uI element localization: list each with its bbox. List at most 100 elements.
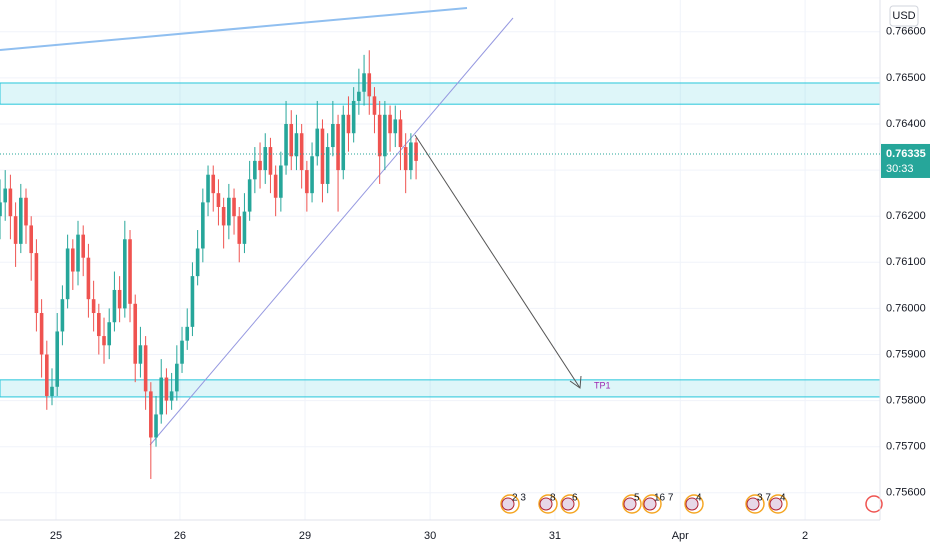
candle-body — [362, 73, 366, 92]
candle-body — [393, 119, 398, 134]
candle-body — [112, 289, 117, 323]
candle-body — [8, 188, 13, 217]
candle-body — [331, 124, 335, 148]
candle-body — [19, 197, 23, 244]
y-tick-label: 0.75600 — [886, 487, 926, 499]
event-flag — [561, 497, 575, 511]
candle-body — [76, 234, 80, 272]
countdown: 30:33 — [886, 163, 914, 175]
event-count: 5 — [634, 493, 640, 504]
y-tick-label: 0.76100 — [886, 256, 926, 268]
x-tick-label: Apr — [672, 530, 689, 542]
candle-body — [164, 377, 169, 401]
candle-body — [227, 197, 231, 226]
candle-body — [195, 248, 200, 277]
y-tick-label: 0.76600 — [886, 26, 926, 38]
candle-body — [398, 119, 403, 148]
candle-body — [310, 156, 314, 194]
candle-body — [403, 147, 408, 171]
candle-body — [409, 142, 413, 171]
event-flag — [501, 497, 515, 511]
x-tick-label: 29 — [299, 530, 311, 542]
candle-body — [39, 313, 44, 355]
event-count: 6 — [572, 493, 578, 504]
event-icon — [865, 495, 883, 513]
candle-body — [341, 114, 346, 171]
candle-body — [263, 147, 268, 171]
candle-body — [185, 326, 190, 341]
arrow-head — [569, 375, 582, 389]
last-price-label: 0.76335 — [886, 148, 926, 160]
trend-line — [149, 17, 514, 446]
events: 2 3 8 6 5 16 7 4 3 7 4 — [500, 493, 883, 514]
trend-line — [0, 7, 468, 51]
y-tick-label: 0.76500 — [886, 72, 926, 84]
candle-body — [206, 174, 210, 203]
candle-body — [123, 239, 127, 309]
candle-body — [60, 299, 65, 332]
candle-body — [388, 114, 392, 134]
candle-body — [320, 128, 325, 184]
event-flag — [539, 497, 553, 511]
candle-body — [305, 170, 309, 194]
candle-body — [102, 336, 106, 346]
candle-body — [372, 96, 377, 115]
event-count: 8 — [550, 493, 556, 504]
event-count: 16 7 — [654, 493, 674, 504]
candle-body — [201, 202, 205, 249]
currency-box[interactable] — [889, 5, 919, 27]
candle-body — [325, 147, 330, 184]
candle-body — [180, 340, 184, 364]
candle-body — [50, 386, 54, 396]
candle-body — [86, 257, 91, 300]
candle-body — [258, 160, 262, 171]
x-tick-label: 2 — [802, 530, 808, 542]
candle-body — [216, 193, 221, 207]
candle-body — [91, 299, 96, 314]
candle-body — [247, 179, 252, 212]
event-flag — [685, 497, 699, 511]
candle-body — [284, 124, 288, 166]
candle-body — [65, 248, 70, 300]
candle-body — [107, 322, 112, 346]
price-zone — [0, 379, 881, 398]
y-tick-label: 0.75900 — [886, 348, 926, 360]
candles — [0, 50, 418, 479]
candle-body — [253, 160, 257, 180]
candle-body — [0, 202, 2, 217]
y-tick-label: 0.75800 — [886, 395, 926, 407]
candle-body — [367, 73, 372, 97]
candle-body — [351, 100, 356, 134]
x-tick-label: 31 — [549, 530, 561, 542]
candle-body — [237, 216, 242, 244]
candle-body — [211, 174, 216, 194]
candle-body — [13, 216, 18, 244]
candle-body — [154, 414, 158, 438]
candle-body — [159, 377, 164, 415]
candle-body — [414, 142, 418, 161]
candle-body — [3, 188, 8, 203]
price-zone — [0, 82, 881, 105]
candle-body — [315, 128, 320, 157]
candle-body — [242, 211, 247, 244]
candle-body — [383, 114, 387, 157]
y-tick-label: 0.76200 — [886, 210, 926, 222]
candle-body — [55, 331, 60, 387]
candle-body — [294, 133, 299, 157]
candle-body — [45, 354, 49, 396]
y-tick-label: 0.76000 — [886, 302, 926, 314]
event-flag — [623, 497, 637, 511]
event-count: 4 — [780, 493, 786, 504]
event-count: 4 — [696, 493, 702, 504]
event-count: 2 3 — [512, 493, 526, 504]
candle-body — [97, 313, 101, 337]
candle-body — [81, 234, 86, 258]
candle-body — [357, 91, 361, 101]
x-tick-label: 26 — [174, 530, 186, 542]
candle-body — [279, 165, 283, 198]
candle-body — [289, 124, 294, 157]
candle-body — [138, 345, 143, 364]
candle-body — [143, 345, 148, 392]
candle-body — [377, 114, 382, 157]
